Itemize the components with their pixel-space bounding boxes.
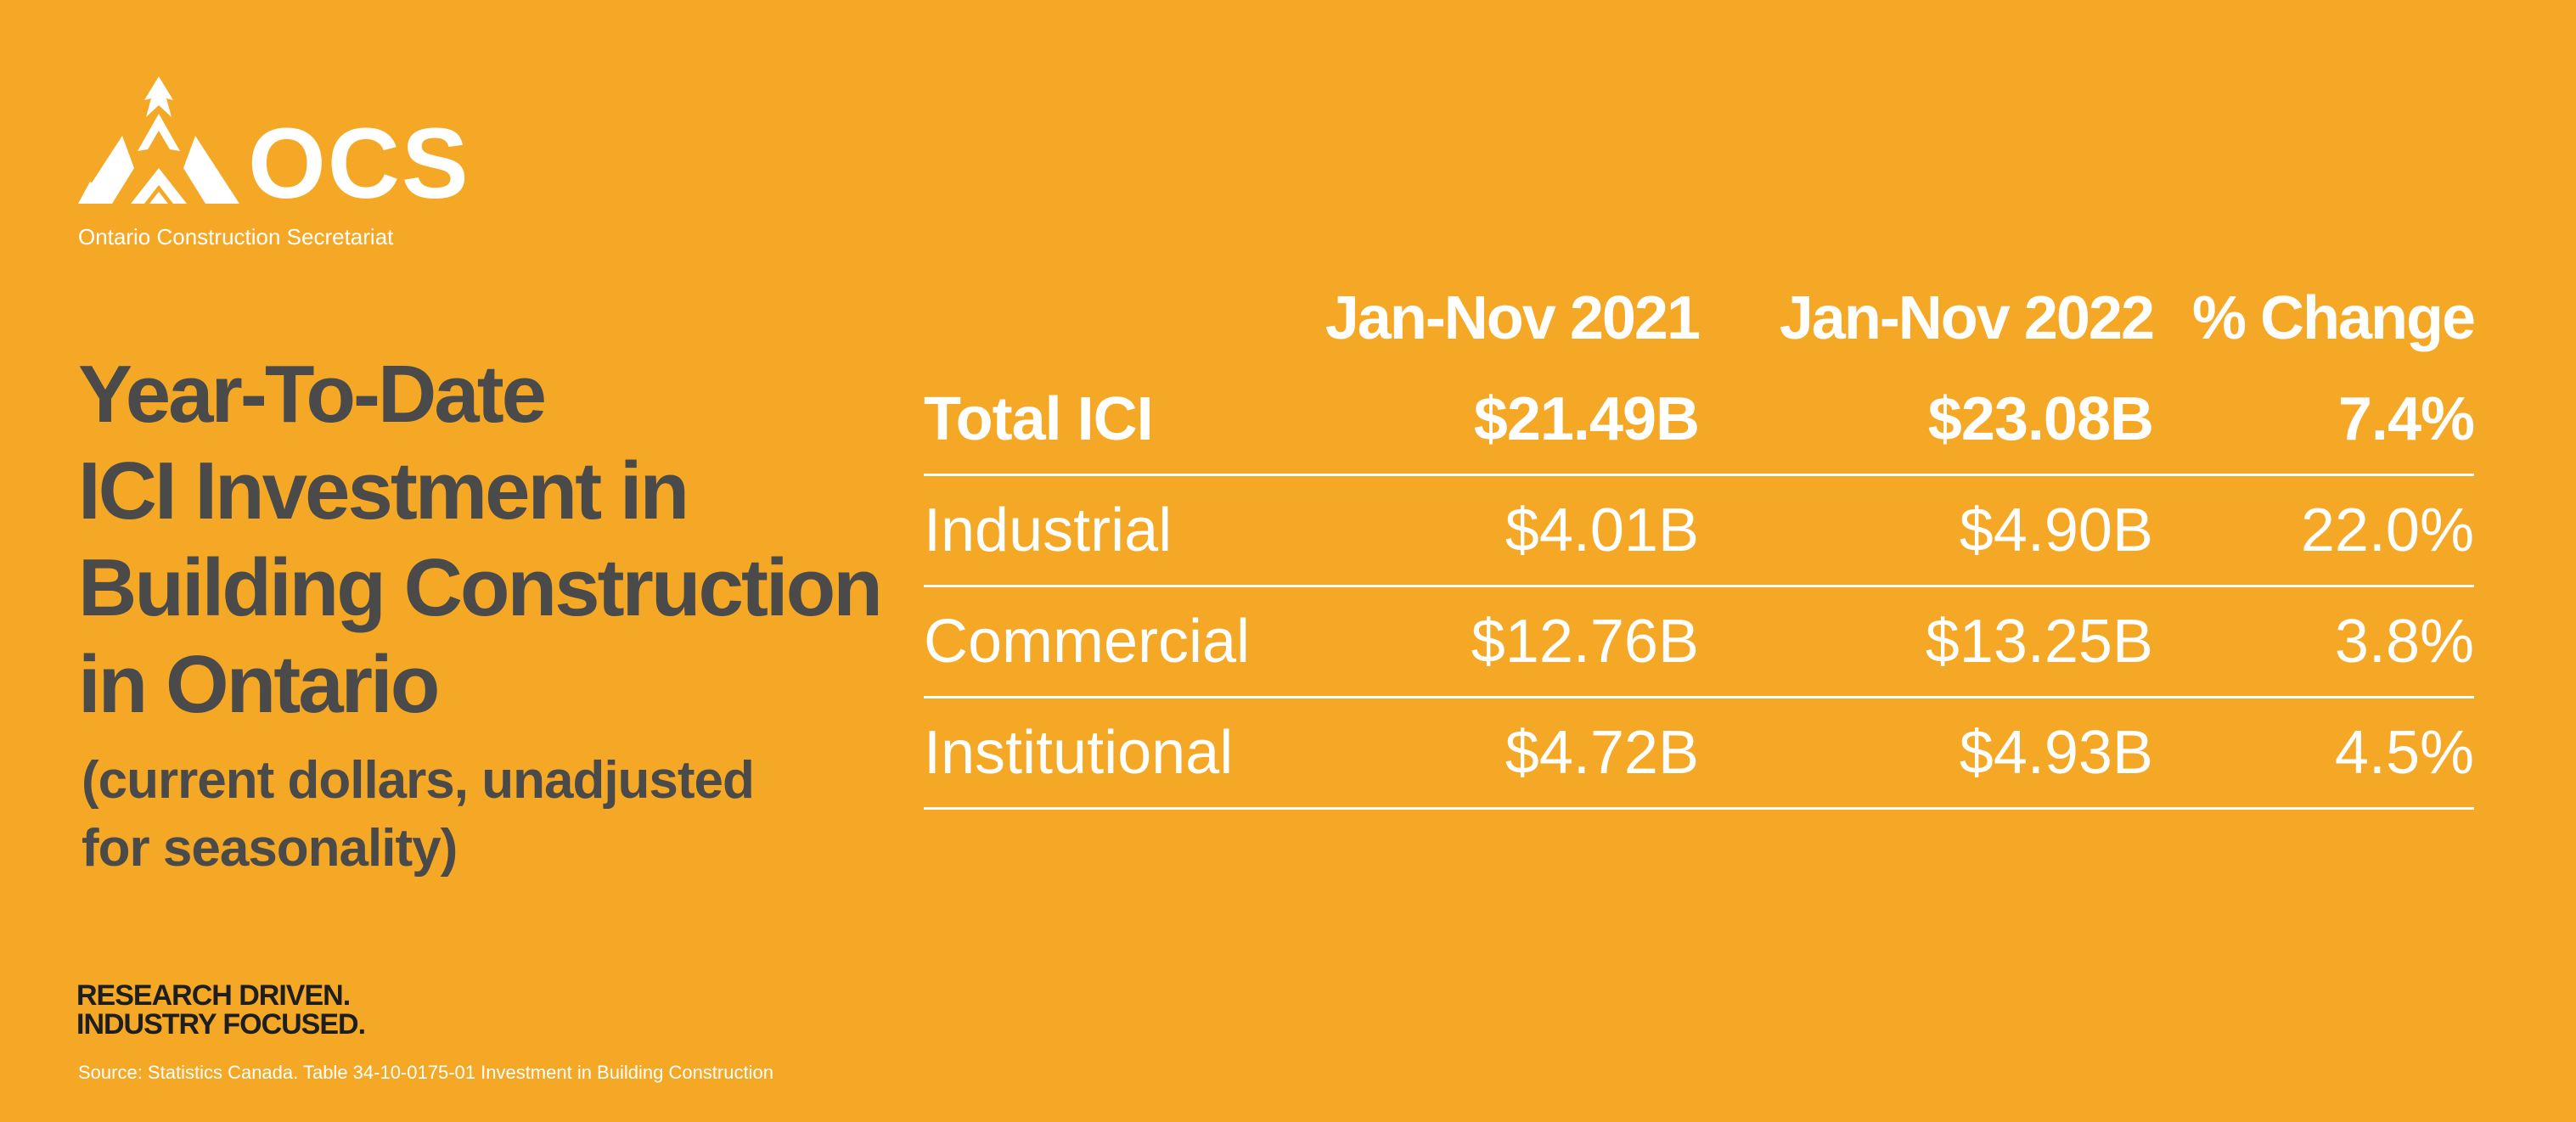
value-pct-change: 22.0% [2300, 496, 2474, 564]
title-line: Year-To-Date [78, 349, 547, 440]
title-line: in Ontario [78, 639, 440, 730]
value-2022: $4.93B [1959, 719, 2153, 787]
table-row-commercial: Commercial $12.76B $13.25B 3.8% [924, 587, 2474, 698]
value-pct-change: 3.8% [2334, 608, 2474, 676]
investment-table: Jan-Nov 2021 Jan-Nov 2022 % Change Total… [924, 272, 2476, 810]
row-label: Commercial [924, 608, 1251, 676]
value-2022: $4.90B [1959, 496, 2153, 564]
ocs-flame-triangle-icon [78, 76, 239, 204]
value-2021: $4.01B [1505, 496, 1699, 564]
subtitle-line: (current dollars, unadjusted [82, 751, 755, 810]
page-title: Year-To-Date ICI Investment in Building … [78, 346, 883, 733]
row-label: Industrial [924, 496, 1173, 564]
table-row-total-ici: Total ICI $21.49B $23.08B 7.4% [924, 365, 2475, 476]
header-cell-2022: Jan-Nov 2022 [1779, 284, 2155, 352]
tagline-line: INDUSTRY FOCUSED. [76, 1008, 366, 1041]
source-note: Source: Statistics Canada. Table 34-10-0… [78, 1062, 773, 1083]
table-header-row: Jan-Nov 2021 Jan-Nov 2022 % Change [924, 272, 2476, 365]
value-2022: $23.08B [1927, 385, 2154, 453]
tagline: RESEARCH DRIVEN. INDUSTRY FOCUSED. [76, 979, 366, 1041]
logo-subtitle: Ontario Construction Secretariat [78, 224, 394, 250]
title-line: Building Construction [78, 542, 883, 633]
value-pct-change: 4.5% [2334, 719, 2474, 787]
logo-wordmark: OCS [248, 108, 470, 220]
table-row-industrial: Industrial $4.01B $4.90B 22.0% [924, 476, 2474, 587]
value-2021: $4.72B [1505, 719, 1699, 787]
ocs-logo: OCS Ontario Construction Secretariat [78, 76, 520, 255]
header-cell-2021: Jan-Nov 2021 [1325, 284, 1701, 352]
row-label: Total ICI [924, 385, 1154, 453]
value-2021: $12.76B [1471, 608, 1699, 676]
tagline-line: RESEARCH DRIVEN. [76, 979, 351, 1012]
title-line: ICI Investment in [78, 446, 689, 536]
value-pct-change: 7.4% [2337, 385, 2475, 453]
value-2022: $13.25B [1925, 608, 2153, 676]
subtitle-line: for seasonality) [82, 819, 458, 878]
row-label: Institutional [924, 719, 1234, 787]
header-cell-pct-change: % Change [2191, 284, 2476, 352]
page-subtitle: (current dollars, unadjusted for seasona… [82, 747, 846, 883]
table-row-institutional: Institutional $4.72B $4.93B 4.5% [924, 698, 2474, 810]
value-2021: $21.49B [1473, 385, 1700, 453]
